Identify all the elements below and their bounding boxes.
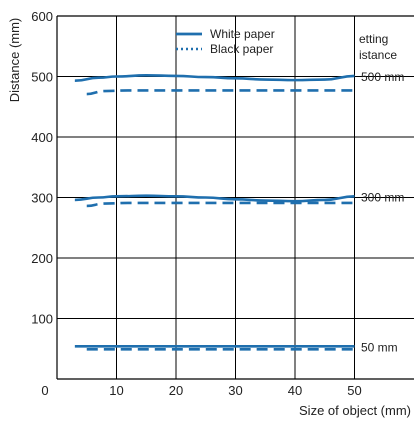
x-tick-label: 10 [109,383,123,398]
y-tick-label: 500 [31,70,53,85]
x-tick-label: 20 [169,383,183,398]
y-tick-label: 100 [31,312,53,327]
series-black-paper-line [86,201,355,208]
group-label: 50 mm [361,340,398,354]
y-tick-label: 300 [31,191,53,206]
side-title-line: etting [359,32,388,46]
group-label: 300 mm [361,190,404,204]
x-tick-label: 0 [41,383,48,398]
y-tick-label: 600 [31,9,53,24]
series-white-paper-line [74,73,355,83]
legend-black-paper-label: Black paper [210,42,273,56]
x-tick-label: 50 [347,383,361,398]
y-axis-label: Distance (mm) [7,18,22,103]
x-axis-label: Size of object (mm) [299,403,411,418]
side-title-line: istance [359,48,397,62]
y-tick-label: 200 [31,251,53,266]
legend-white-paper-label: White paper [210,27,275,41]
series-white-paper-line [74,194,355,203]
x-tick-label: 40 [288,383,302,398]
group-label: 500 mm [361,70,404,84]
y-tick-label: 400 [31,130,53,145]
x-tick-label: 30 [228,383,242,398]
series-black-paper-line [86,89,355,96]
